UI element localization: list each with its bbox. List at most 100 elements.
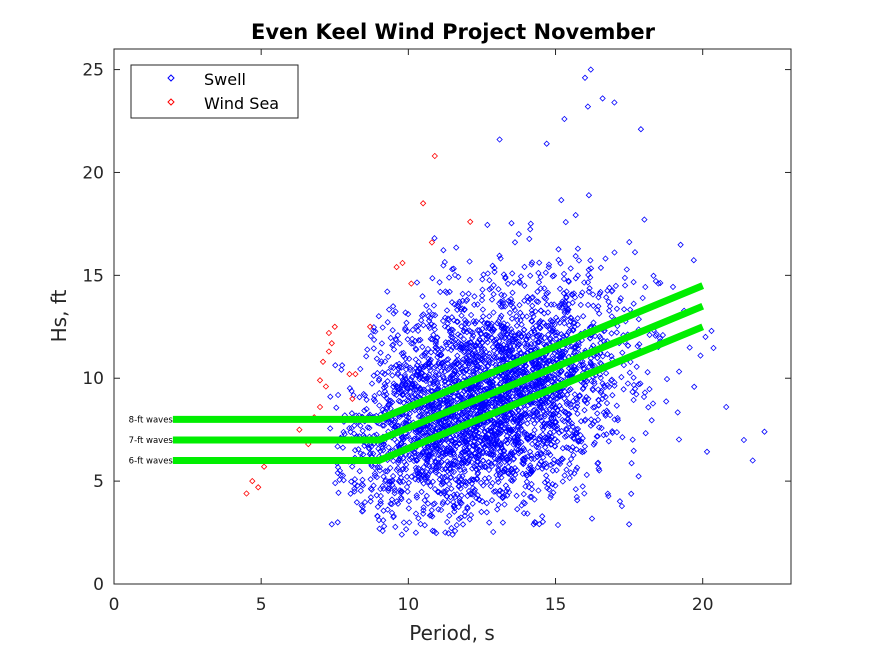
- swell-point: [448, 337, 455, 345]
- swell-point: [446, 512, 453, 519]
- swell-point: [594, 433, 601, 440]
- swell-point: [463, 344, 470, 352]
- swell-point: [539, 423, 546, 430]
- threshold-line: [172, 302, 705, 444]
- swell-point: [465, 428, 472, 436]
- swell-point: [606, 303, 614, 310]
- swell-point: [434, 379, 441, 387]
- swell-point: [461, 508, 469, 516]
- swell-point: [527, 226, 534, 233]
- swell-point: [493, 349, 501, 356]
- swell-point: [377, 360, 384, 367]
- swell-point: [448, 485, 455, 492]
- swell-point: [357, 422, 364, 429]
- swell-point: [448, 346, 455, 354]
- swell-point: [574, 497, 581, 504]
- swell-point: [445, 480, 453, 488]
- swell-point: [413, 467, 420, 474]
- swell-point: [397, 488, 405, 495]
- swell-point: [484, 339, 491, 346]
- swell-point: [370, 345, 377, 352]
- swell-point: [514, 442, 522, 449]
- swell-point: [520, 383, 527, 390]
- swell-point: [482, 377, 489, 384]
- swell-point: [494, 399, 501, 406]
- swell-point: [567, 469, 574, 476]
- swell-point: [569, 423, 576, 430]
- swell-point: [561, 309, 568, 316]
- swell-point: [531, 519, 538, 526]
- swell-point: [427, 335, 434, 343]
- swell-point: [421, 474, 428, 481]
- swell-point: [559, 391, 566, 399]
- swell-point: [380, 422, 388, 429]
- swell-point: [438, 443, 445, 450]
- swell-point: [536, 403, 543, 411]
- swell-point: [387, 334, 394, 342]
- swell-point: [418, 363, 425, 370]
- swell-point: [488, 497, 496, 504]
- swell-point: [548, 491, 555, 499]
- swell-point: [579, 448, 586, 456]
- swell-point: [574, 410, 581, 417]
- swell-point: [496, 252, 503, 259]
- swell-point: [542, 444, 549, 451]
- swell-point: [505, 463, 512, 471]
- swell-point: [488, 447, 495, 455]
- swell-point: [509, 289, 516, 296]
- swell-point: [479, 292, 486, 299]
- swell-point: [452, 432, 460, 439]
- swell-point: [497, 255, 504, 262]
- swell-point: [500, 341, 507, 348]
- swell-point: [702, 333, 709, 341]
- swell-point: [438, 438, 446, 445]
- swell-point: [595, 465, 602, 472]
- swell-point: [358, 508, 366, 515]
- swell-point: [374, 512, 381, 520]
- swell-point: [380, 473, 387, 480]
- swell-point: [399, 380, 406, 387]
- swell-point: [581, 490, 588, 497]
- swell-point: [427, 367, 434, 374]
- swell-point: [402, 526, 410, 533]
- swell-point: [545, 261, 553, 268]
- swell-point: [413, 494, 421, 501]
- swell-point: [436, 419, 443, 427]
- swell-point: [371, 397, 379, 405]
- swell-point: [573, 493, 580, 501]
- swell-point: [523, 340, 531, 348]
- swell-point: [497, 448, 504, 455]
- swell-point: [510, 456, 517, 463]
- swell-point: [582, 416, 589, 423]
- swell-point: [497, 452, 504, 459]
- swell-point: [483, 500, 490, 507]
- swell-point: [396, 477, 403, 484]
- swell-point: [475, 429, 482, 437]
- swell-point: [527, 411, 535, 418]
- swell-point: [436, 447, 443, 454]
- swell-point: [634, 342, 641, 350]
- swell-point: [498, 325, 505, 332]
- swell-point: [421, 455, 429, 463]
- swell-point: [471, 320, 479, 327]
- swell-point: [417, 431, 424, 438]
- swell-point: [609, 287, 616, 294]
- swell-point: [583, 471, 590, 479]
- swell-point: [420, 376, 428, 383]
- swell-point: [460, 433, 467, 441]
- threshold-line: [172, 323, 705, 464]
- swell-point: [496, 457, 503, 464]
- swell-point: [432, 425, 439, 432]
- swell-point: [353, 499, 361, 506]
- swell-point: [524, 436, 532, 443]
- axis-ticks: 0 5 10 15 20 0 5 10 15 20 25: [82, 49, 791, 615]
- swell-point: [418, 408, 426, 415]
- swell-point: [606, 411, 614, 419]
- swell-point: [594, 416, 602, 424]
- swell-point: [402, 355, 409, 362]
- swell-point: [499, 519, 507, 526]
- swell-point: [558, 455, 566, 462]
- swell-point: [470, 476, 478, 483]
- swell-point: [495, 462, 502, 470]
- swell-point: [418, 352, 426, 360]
